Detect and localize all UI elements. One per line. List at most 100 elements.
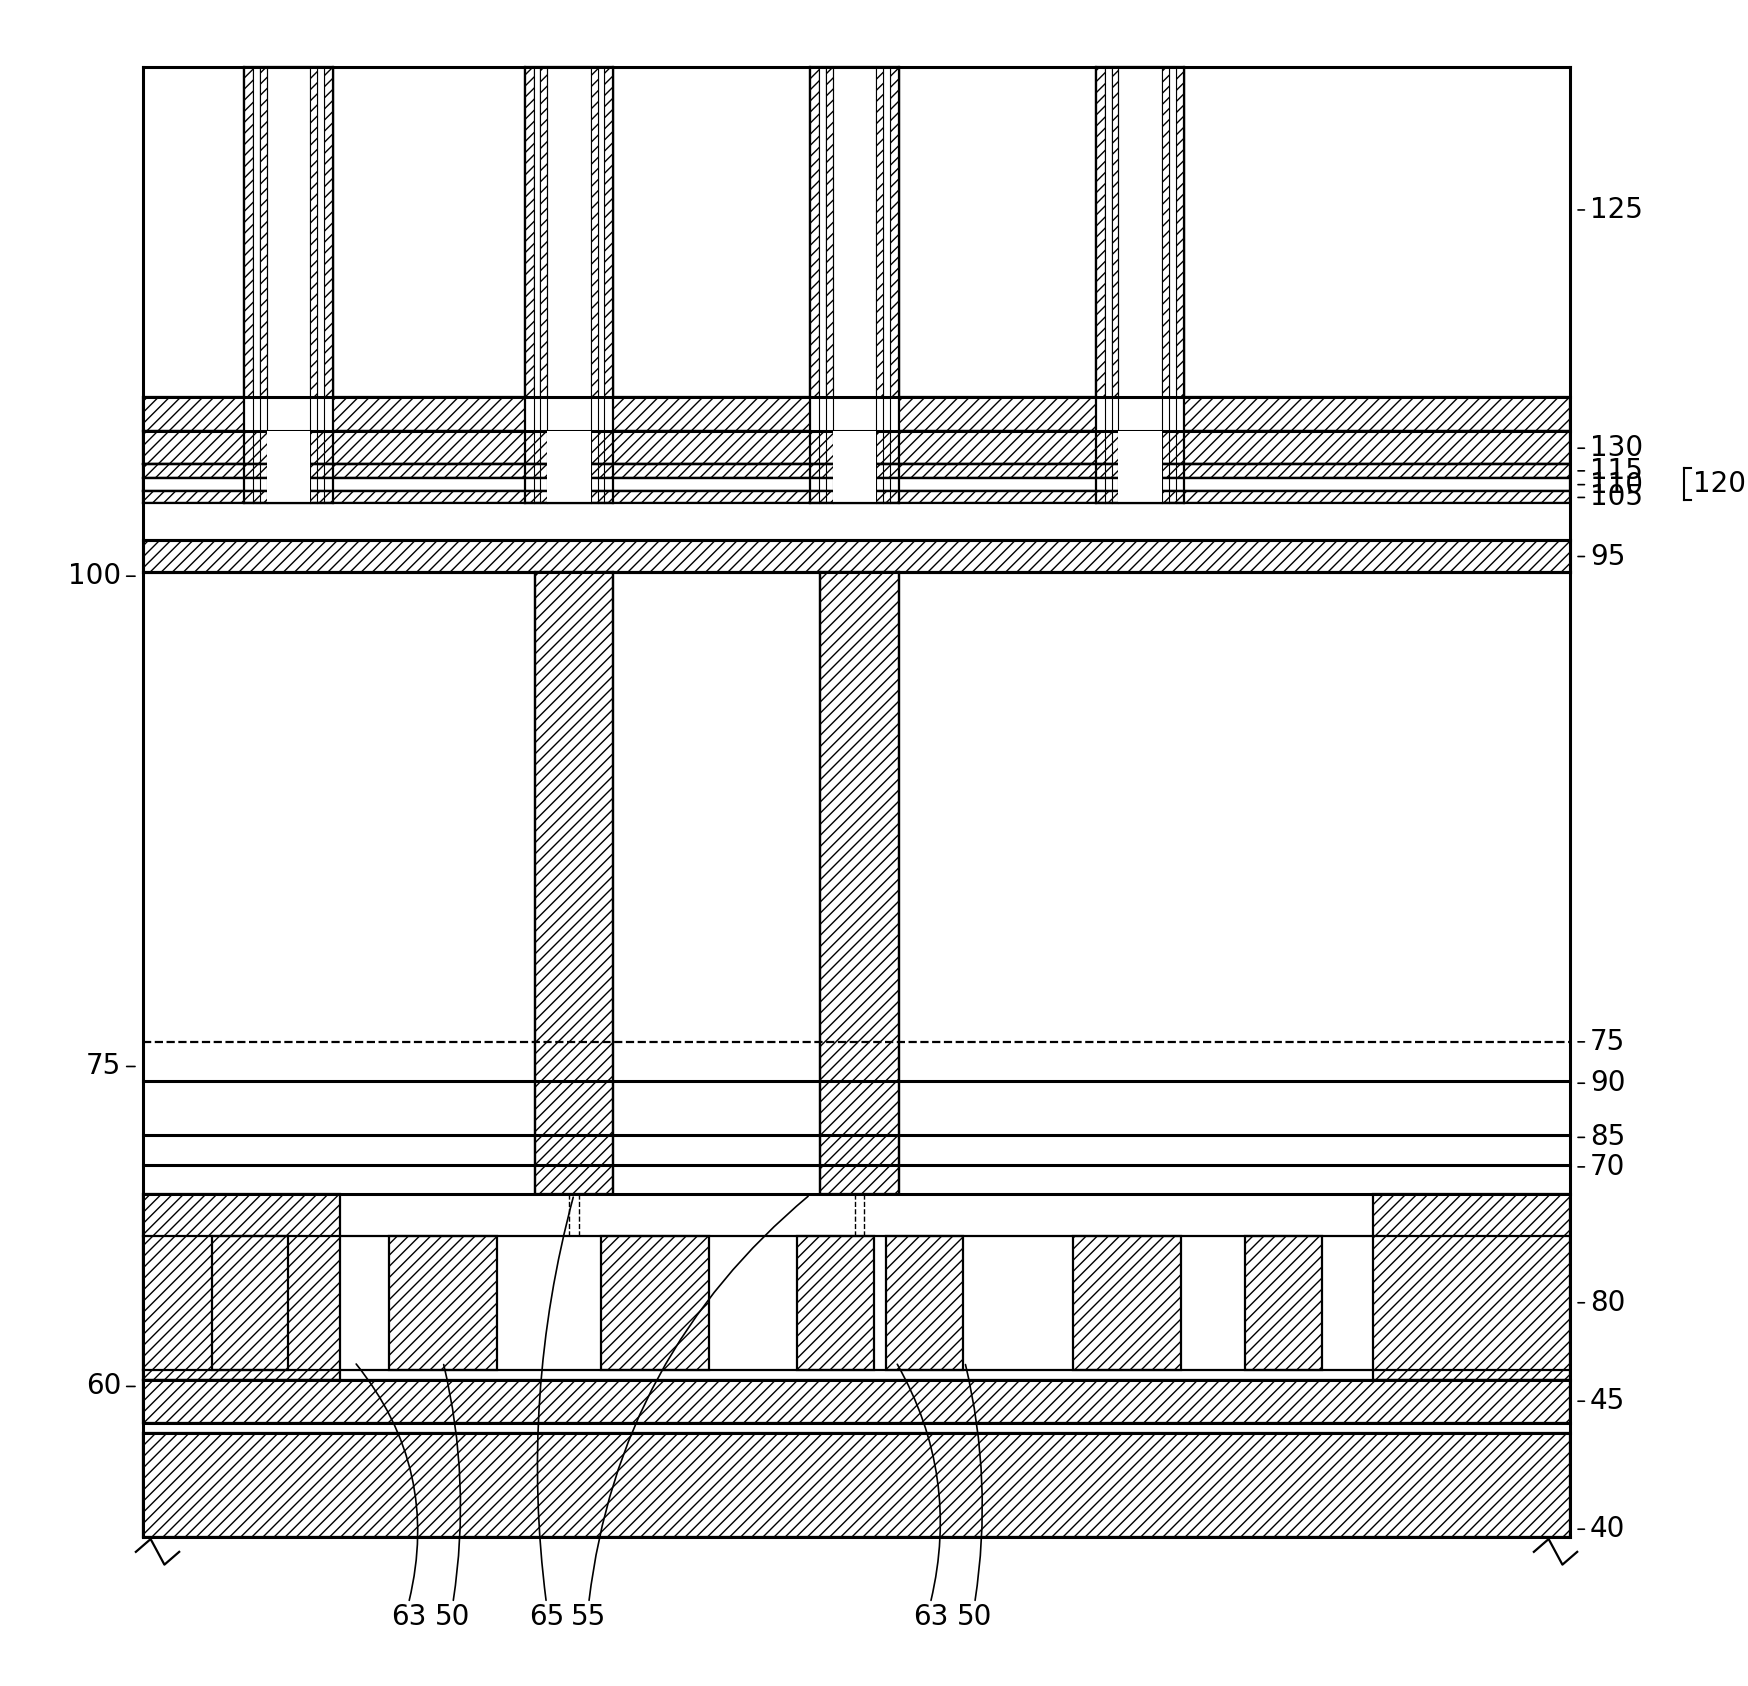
- Text: 110: 110: [1578, 470, 1643, 499]
- Bar: [143, 67, 245, 396]
- Bar: [820, 572, 898, 1194]
- Bar: [323, 67, 332, 396]
- Bar: [1105, 396, 1112, 432]
- Bar: [614, 572, 820, 1194]
- Bar: [253, 396, 260, 432]
- Bar: [524, 396, 533, 432]
- Bar: [212, 1236, 288, 1369]
- Bar: [309, 396, 316, 432]
- Text: 50: 50: [435, 1603, 470, 1630]
- Text: 63: 63: [912, 1603, 947, 1630]
- Bar: [547, 67, 591, 396]
- Bar: [1096, 67, 1185, 396]
- Text: 130: 130: [1578, 435, 1643, 462]
- Bar: [1185, 67, 1570, 396]
- Text: 50: 50: [956, 1603, 993, 1630]
- Bar: [605, 67, 614, 396]
- Bar: [524, 67, 614, 396]
- Bar: [260, 67, 267, 396]
- Bar: [1105, 67, 1112, 396]
- Bar: [309, 67, 316, 396]
- Bar: [820, 67, 827, 396]
- Bar: [811, 396, 820, 432]
- Bar: [1073, 1236, 1182, 1369]
- Bar: [898, 67, 1096, 396]
- Bar: [143, 504, 1570, 540]
- Bar: [614, 67, 811, 396]
- Bar: [143, 572, 1570, 1538]
- Text: 85: 85: [1578, 1123, 1626, 1152]
- Bar: [245, 67, 332, 396]
- Bar: [1119, 432, 1162, 504]
- Bar: [1169, 396, 1175, 432]
- Bar: [143, 572, 535, 1194]
- Bar: [811, 67, 898, 396]
- Bar: [1119, 396, 1162, 432]
- Bar: [267, 396, 309, 432]
- Text: 55: 55: [572, 1603, 607, 1630]
- Bar: [143, 432, 1570, 464]
- Bar: [533, 396, 540, 432]
- Text: 60: 60: [86, 1372, 135, 1401]
- Bar: [827, 67, 832, 396]
- Text: 40: 40: [1578, 1516, 1626, 1543]
- Bar: [143, 1081, 1570, 1135]
- Bar: [143, 1433, 1570, 1538]
- Bar: [827, 396, 832, 432]
- Bar: [890, 67, 898, 396]
- Bar: [1169, 67, 1175, 396]
- Bar: [267, 67, 309, 396]
- Bar: [540, 396, 547, 432]
- Bar: [547, 432, 591, 504]
- Bar: [143, 1379, 1570, 1423]
- Text: 45: 45: [1578, 1388, 1626, 1415]
- Text: 63: 63: [392, 1603, 427, 1630]
- Bar: [890, 396, 898, 432]
- Bar: [143, 540, 1570, 572]
- Text: 100: 100: [68, 561, 135, 590]
- Bar: [1096, 67, 1105, 396]
- Text: 105: 105: [1578, 484, 1643, 511]
- Bar: [591, 67, 598, 396]
- Bar: [898, 572, 1570, 1194]
- Bar: [605, 396, 614, 432]
- Bar: [876, 396, 883, 432]
- Bar: [883, 67, 890, 396]
- Bar: [316, 396, 323, 432]
- Bar: [598, 396, 605, 432]
- Bar: [535, 572, 614, 1194]
- Text: 90: 90: [1578, 1069, 1626, 1098]
- Text: 95: 95: [1578, 543, 1626, 570]
- Bar: [143, 477, 1570, 491]
- Bar: [1245, 1236, 1321, 1369]
- Bar: [524, 67, 533, 396]
- Bar: [245, 396, 253, 432]
- Bar: [540, 67, 547, 396]
- Bar: [1175, 67, 1185, 396]
- Bar: [1112, 67, 1119, 396]
- Bar: [876, 67, 883, 396]
- Bar: [533, 67, 540, 396]
- Bar: [1112, 396, 1119, 432]
- Bar: [797, 1236, 874, 1369]
- Bar: [883, 396, 890, 432]
- Bar: [886, 1236, 963, 1369]
- Bar: [143, 67, 1570, 1538]
- Text: 120: 120: [1694, 470, 1746, 497]
- Bar: [832, 396, 876, 432]
- Bar: [820, 396, 827, 432]
- Bar: [143, 464, 1570, 477]
- Bar: [1096, 396, 1105, 432]
- Bar: [811, 67, 820, 396]
- Bar: [1374, 1194, 1570, 1379]
- Bar: [323, 396, 332, 432]
- Bar: [143, 396, 1570, 432]
- Text: 70: 70: [1578, 1153, 1626, 1180]
- Bar: [1119, 67, 1162, 396]
- Bar: [316, 67, 323, 396]
- Bar: [598, 67, 605, 396]
- Bar: [547, 396, 591, 432]
- Bar: [832, 432, 876, 504]
- Bar: [832, 67, 876, 396]
- Bar: [1175, 396, 1185, 432]
